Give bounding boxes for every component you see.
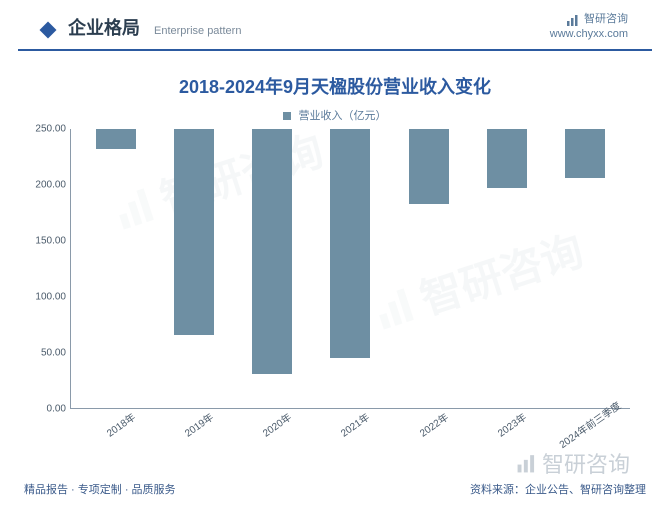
- bars-container: [71, 129, 630, 408]
- bar-wrap: [311, 129, 389, 408]
- header-right: 智研咨询 www.chyxx.com: [550, 12, 628, 43]
- bar-wrap: [390, 129, 468, 408]
- footer-left: 精品报告 · 专项定制 · 品质服务: [24, 481, 176, 497]
- brand-line: 智研咨询: [550, 12, 628, 27]
- bar: [487, 129, 527, 188]
- chart-title: 2018-2024年9月天楹股份营业收入变化: [0, 73, 670, 99]
- diamond-icon: [40, 22, 57, 39]
- brand-text: 智研咨询: [584, 12, 628, 27]
- header-left: 企业格局 Enterprise pattern: [42, 14, 241, 40]
- legend-swatch: [283, 112, 291, 120]
- footer-watermark-text: 智研咨询: [542, 447, 630, 479]
- x-labels: 2018年2019年2020年2021年2022年2023年2024年前三季度: [71, 408, 630, 433]
- bar-wrap: [155, 129, 233, 408]
- chart-legend: 营业收入（亿元）: [0, 107, 670, 123]
- y-tick-label: 0.00: [47, 403, 66, 414]
- bar-wrap: [546, 129, 624, 408]
- bar-wrap: [233, 129, 311, 408]
- chart-area: 智研咨询 智研咨询 0.0050.00100.00150.00200.00250…: [70, 129, 630, 409]
- bar: [330, 129, 370, 358]
- footer-right: 资料来源：企业公告、智研咨询整理: [470, 481, 646, 497]
- bar-wrap: [468, 129, 546, 408]
- bar: [409, 129, 449, 204]
- footer-watermark: 智研咨询: [516, 447, 630, 479]
- legend-label: 营业收入（亿元）: [299, 110, 387, 122]
- header-bar: 企业格局 Enterprise pattern 智研咨询 www.chyxx.c…: [18, 0, 652, 51]
- y-axis: 0.0050.00100.00150.00200.00250.00: [20, 129, 68, 409]
- y-tick-label: 100.00: [35, 291, 66, 302]
- bar: [96, 129, 136, 149]
- brand-bar-icon: [566, 13, 580, 27]
- header-title-en: Enterprise pattern: [154, 25, 241, 37]
- bar: [252, 129, 292, 375]
- y-tick-label: 250.00: [35, 123, 66, 134]
- bar-wrap: [77, 129, 155, 408]
- plot-area: 2018年2019年2020年2021年2022年2023年2024年前三季度: [70, 129, 630, 409]
- brand-url: www.chyxx.com: [550, 27, 628, 42]
- y-tick-label: 150.00: [35, 235, 66, 246]
- header-title-cn: 企业格局: [68, 14, 140, 40]
- y-tick-label: 200.00: [35, 179, 66, 190]
- footer: 精品报告 · 专项定制 · 品质服务 资料来源：企业公告、智研咨询整理: [24, 481, 646, 497]
- bar: [565, 129, 605, 178]
- bar: [174, 129, 214, 335]
- y-tick-label: 50.00: [41, 347, 66, 358]
